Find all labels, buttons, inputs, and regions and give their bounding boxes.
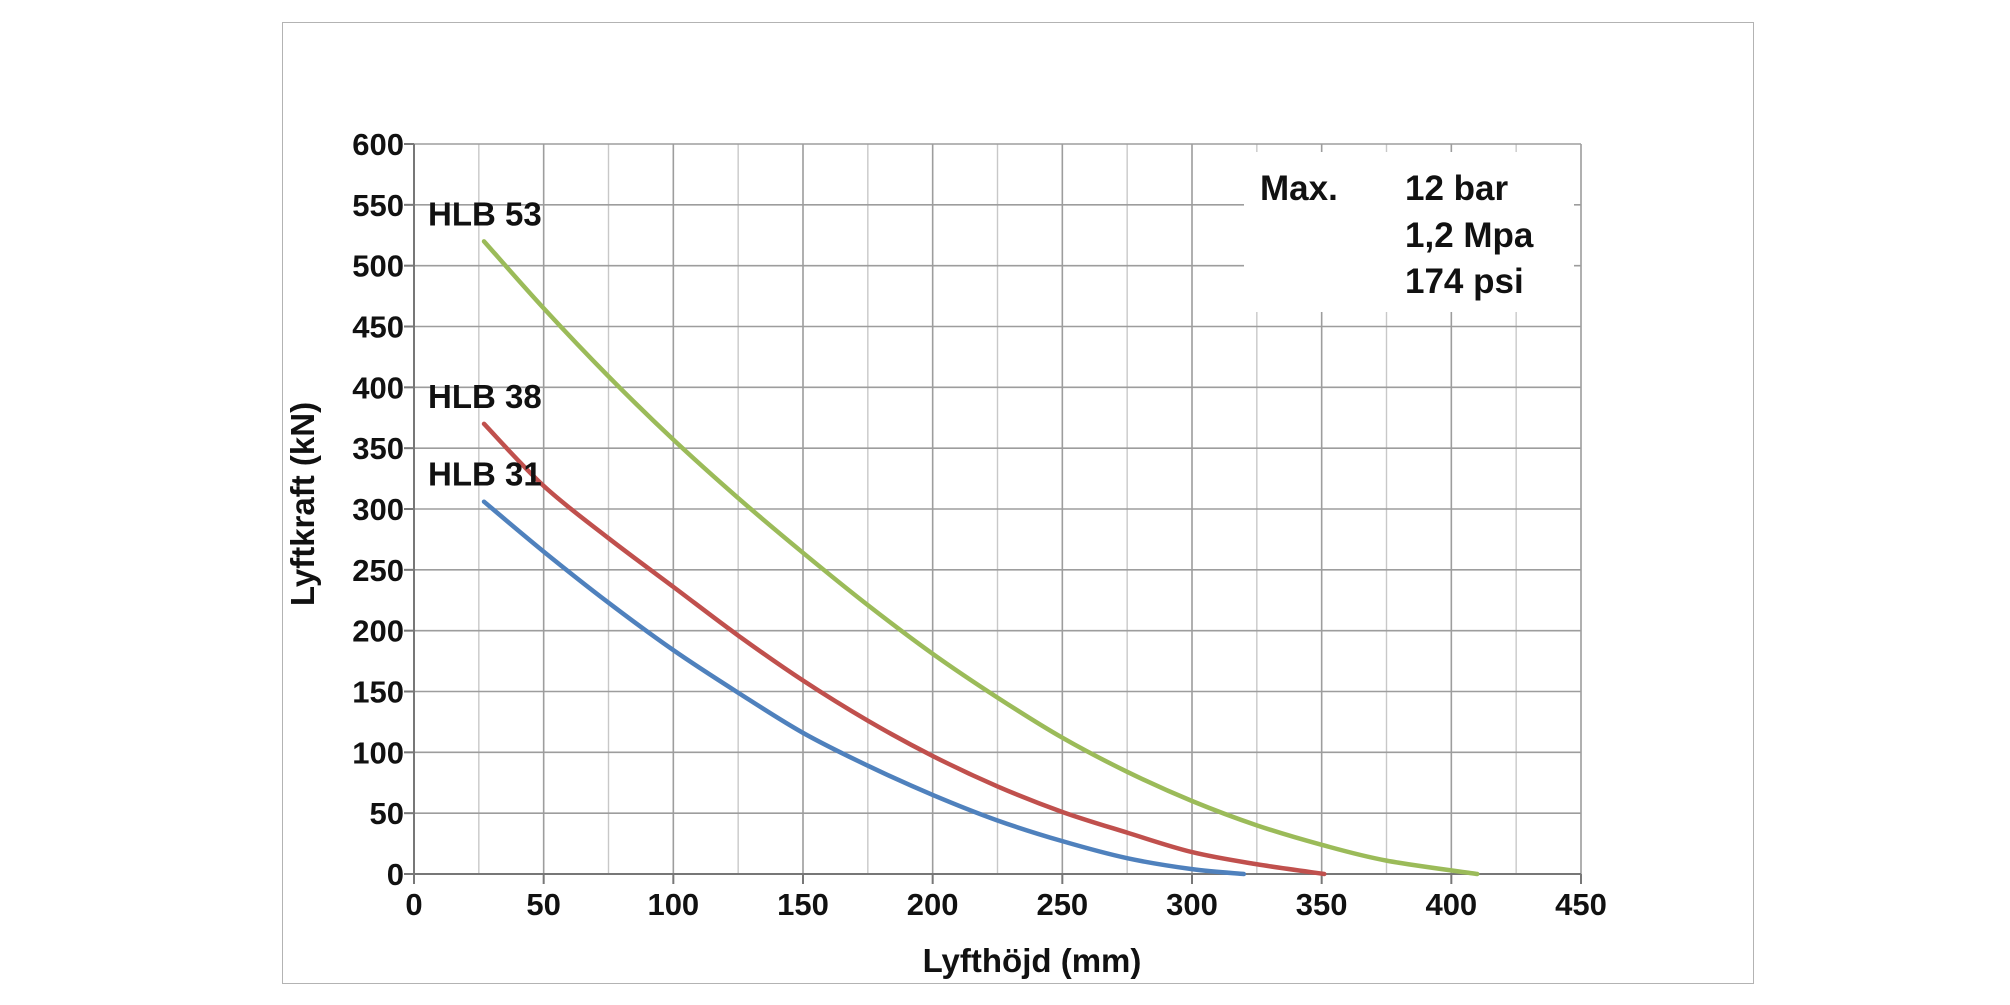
x-tick-label: 350 — [1296, 887, 1348, 922]
x-tick-label: 200 — [907, 887, 959, 922]
annotation-line-pressure-psi: 174 psi — [1405, 262, 1524, 301]
y-tick-label: 500 — [352, 249, 404, 284]
series-label-hlb-38: HLB 38 — [428, 378, 542, 415]
series-label-hlb-53: HLB 53 — [428, 195, 542, 232]
series-lines — [481, 239, 1480, 877]
x-axis-title: Lyfthöjd (mm) — [923, 942, 1142, 979]
x-tick-label: 150 — [777, 887, 829, 922]
annotation-line-pressure-mpa: 1,2 Mpa — [1405, 216, 1534, 255]
y-tick-label: 450 — [352, 310, 404, 345]
x-tick-label: 400 — [1425, 887, 1477, 922]
y-axis-title: Lyftkraft (kN) — [284, 402, 321, 606]
y-tick-label: 600 — [352, 127, 404, 162]
y-tick-label: 350 — [352, 431, 404, 466]
y-tick-label: 100 — [352, 735, 404, 770]
x-tick-label: 50 — [526, 887, 560, 922]
series-line-hlb-31 — [481, 499, 1247, 877]
x-tick-label: 0 — [405, 887, 422, 922]
series-label-hlb-31: HLB 31 — [428, 456, 542, 493]
annotation-line-pressure-bar: 12 bar — [1405, 169, 1508, 208]
x-tick-label: 250 — [1036, 887, 1088, 922]
y-tick-label: 300 — [352, 492, 404, 527]
axes: 0 50 100 150 200 250 300 350 400 450 0 50 100 150 200 2… — [352, 127, 1607, 922]
annotation-box — [1244, 152, 1574, 312]
y-tick-label: 150 — [352, 675, 404, 710]
series-line-hlb-53 — [481, 239, 1480, 877]
series-line-hlb-38 — [481, 421, 1327, 877]
y-tick-label: 550 — [352, 188, 404, 223]
y-tick-label: 200 — [352, 614, 404, 649]
series-labels: HLB 31 HLB 38 HLB 53 — [428, 195, 542, 492]
y-tick-label: 400 — [352, 370, 404, 405]
y-tick-label: 250 — [352, 553, 404, 588]
y-tick-label: 50 — [370, 796, 404, 831]
x-tick-label: 450 — [1555, 887, 1607, 922]
x-tick-label: 100 — [647, 887, 699, 922]
x-tick-label: 300 — [1166, 887, 1218, 922]
y-tick-label: 0 — [387, 857, 404, 892]
annotation-label: Max. — [1260, 169, 1338, 208]
